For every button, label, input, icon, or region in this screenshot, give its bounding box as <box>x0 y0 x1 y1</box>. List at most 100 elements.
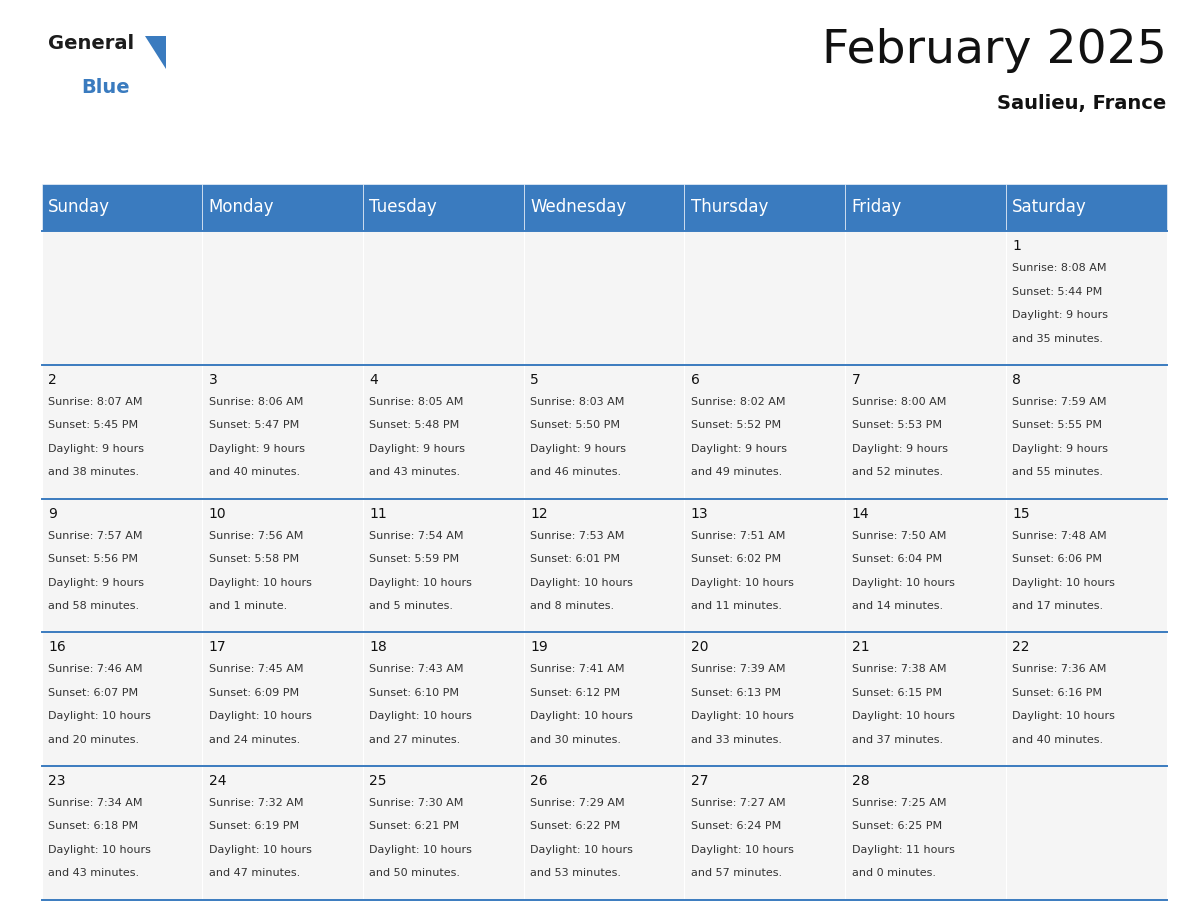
Text: 11: 11 <box>369 507 387 521</box>
Text: Sunrise: 7:57 AM: Sunrise: 7:57 AM <box>48 531 143 541</box>
Text: Sunset: 5:56 PM: Sunset: 5:56 PM <box>48 554 138 565</box>
Text: 27: 27 <box>691 774 708 788</box>
Text: General: General <box>48 34 133 53</box>
Text: and 35 minutes.: and 35 minutes. <box>1012 333 1104 343</box>
Text: and 53 minutes.: and 53 minutes. <box>530 868 621 879</box>
Text: and 14 minutes.: and 14 minutes. <box>852 601 943 610</box>
Text: Daylight: 10 hours: Daylight: 10 hours <box>369 577 473 588</box>
Text: Sunset: 6:02 PM: Sunset: 6:02 PM <box>691 554 781 565</box>
Text: Daylight: 9 hours: Daylight: 9 hours <box>369 444 466 453</box>
Text: and 58 minutes.: and 58 minutes. <box>48 601 139 610</box>
Text: and 57 minutes.: and 57 minutes. <box>691 868 782 879</box>
Text: Saulieu, France: Saulieu, France <box>998 94 1167 113</box>
Text: 1: 1 <box>1012 240 1022 253</box>
Text: Daylight: 11 hours: Daylight: 11 hours <box>852 845 954 855</box>
Text: Sunset: 6:18 PM: Sunset: 6:18 PM <box>48 822 138 832</box>
Text: and 27 minutes.: and 27 minutes. <box>369 734 461 744</box>
Text: and 30 minutes.: and 30 minutes. <box>530 734 621 744</box>
Text: Sunrise: 8:02 AM: Sunrise: 8:02 AM <box>691 397 785 407</box>
Text: Sunrise: 7:25 AM: Sunrise: 7:25 AM <box>852 798 946 808</box>
Text: Daylight: 10 hours: Daylight: 10 hours <box>369 845 473 855</box>
Text: Sunset: 6:07 PM: Sunset: 6:07 PM <box>48 688 138 698</box>
Text: 19: 19 <box>530 641 548 655</box>
Text: 18: 18 <box>369 641 387 655</box>
Text: Wednesday: Wednesday <box>530 198 626 217</box>
Text: Sunday: Sunday <box>48 198 110 217</box>
Text: Daylight: 10 hours: Daylight: 10 hours <box>1012 711 1116 722</box>
Text: Sunset: 5:47 PM: Sunset: 5:47 PM <box>209 420 299 431</box>
Text: Sunrise: 7:38 AM: Sunrise: 7:38 AM <box>852 665 946 675</box>
Text: and 1 minute.: and 1 minute. <box>209 601 287 610</box>
Text: Daylight: 10 hours: Daylight: 10 hours <box>691 711 794 722</box>
Text: 7: 7 <box>852 373 860 387</box>
Text: Sunset: 5:50 PM: Sunset: 5:50 PM <box>530 420 620 431</box>
Text: and 38 minutes.: and 38 minutes. <box>48 467 139 477</box>
Text: and 43 minutes.: and 43 minutes. <box>369 467 461 477</box>
Text: 5: 5 <box>530 373 539 387</box>
Text: Daylight: 10 hours: Daylight: 10 hours <box>530 577 633 588</box>
Text: Daylight: 9 hours: Daylight: 9 hours <box>852 444 948 453</box>
Text: and 24 minutes.: and 24 minutes. <box>209 734 301 744</box>
Text: Sunset: 6:04 PM: Sunset: 6:04 PM <box>852 554 942 565</box>
Text: Sunrise: 7:36 AM: Sunrise: 7:36 AM <box>1012 665 1107 675</box>
Text: Sunset: 5:59 PM: Sunset: 5:59 PM <box>369 554 460 565</box>
Text: Daylight: 9 hours: Daylight: 9 hours <box>1012 310 1108 320</box>
Text: Sunrise: 7:29 AM: Sunrise: 7:29 AM <box>530 798 625 808</box>
Text: 10: 10 <box>209 507 227 521</box>
Text: Sunset: 5:55 PM: Sunset: 5:55 PM <box>1012 420 1102 431</box>
Text: Sunset: 6:12 PM: Sunset: 6:12 PM <box>530 688 620 698</box>
Text: Sunset: 6:06 PM: Sunset: 6:06 PM <box>1012 554 1102 565</box>
Text: Sunrise: 7:45 AM: Sunrise: 7:45 AM <box>209 665 303 675</box>
Text: Daylight: 9 hours: Daylight: 9 hours <box>48 577 144 588</box>
Text: Sunset: 6:09 PM: Sunset: 6:09 PM <box>209 688 299 698</box>
Text: Sunset: 6:01 PM: Sunset: 6:01 PM <box>530 554 620 565</box>
Text: 21: 21 <box>852 641 870 655</box>
Text: Sunrise: 7:41 AM: Sunrise: 7:41 AM <box>530 665 625 675</box>
Text: Daylight: 10 hours: Daylight: 10 hours <box>48 711 151 722</box>
Text: Sunrise: 7:54 AM: Sunrise: 7:54 AM <box>369 531 465 541</box>
Text: and 55 minutes.: and 55 minutes. <box>1012 467 1104 477</box>
Text: and 5 minutes.: and 5 minutes. <box>369 601 454 610</box>
Text: Sunrise: 7:59 AM: Sunrise: 7:59 AM <box>1012 397 1107 407</box>
Text: 4: 4 <box>369 373 378 387</box>
Text: Sunset: 6:16 PM: Sunset: 6:16 PM <box>1012 688 1102 698</box>
Text: Sunrise: 7:27 AM: Sunrise: 7:27 AM <box>691 798 785 808</box>
Text: 14: 14 <box>852 507 870 521</box>
Text: Daylight: 10 hours: Daylight: 10 hours <box>530 711 633 722</box>
Text: Daylight: 10 hours: Daylight: 10 hours <box>209 711 311 722</box>
Text: 12: 12 <box>530 507 548 521</box>
Text: and 47 minutes.: and 47 minutes. <box>209 868 301 879</box>
Text: 22: 22 <box>1012 641 1030 655</box>
Text: 24: 24 <box>209 774 226 788</box>
Text: Sunset: 5:44 PM: Sunset: 5:44 PM <box>1012 286 1102 297</box>
Text: Daylight: 10 hours: Daylight: 10 hours <box>691 577 794 588</box>
Text: and 11 minutes.: and 11 minutes. <box>691 601 782 610</box>
Text: Daylight: 10 hours: Daylight: 10 hours <box>209 577 311 588</box>
Text: Daylight: 9 hours: Daylight: 9 hours <box>530 444 626 453</box>
Text: Daylight: 10 hours: Daylight: 10 hours <box>852 711 954 722</box>
Text: Sunset: 5:58 PM: Sunset: 5:58 PM <box>209 554 299 565</box>
Text: 25: 25 <box>369 774 387 788</box>
Text: February 2025: February 2025 <box>822 28 1167 73</box>
Text: and 37 minutes.: and 37 minutes. <box>852 734 943 744</box>
Text: Daylight: 10 hours: Daylight: 10 hours <box>1012 577 1116 588</box>
Text: Sunset: 6:22 PM: Sunset: 6:22 PM <box>530 822 620 832</box>
Text: Sunset: 6:15 PM: Sunset: 6:15 PM <box>852 688 942 698</box>
Text: Friday: Friday <box>852 198 902 217</box>
Text: Sunrise: 8:06 AM: Sunrise: 8:06 AM <box>209 397 303 407</box>
Text: Blue: Blue <box>81 78 129 97</box>
Text: Sunset: 5:52 PM: Sunset: 5:52 PM <box>691 420 781 431</box>
Text: 15: 15 <box>1012 507 1030 521</box>
Text: Thursday: Thursday <box>691 198 769 217</box>
Text: Sunrise: 7:53 AM: Sunrise: 7:53 AM <box>530 531 625 541</box>
Text: Sunset: 5:45 PM: Sunset: 5:45 PM <box>48 420 138 431</box>
Text: Sunrise: 7:51 AM: Sunrise: 7:51 AM <box>691 531 785 541</box>
Text: 16: 16 <box>48 641 65 655</box>
Text: Sunrise: 7:34 AM: Sunrise: 7:34 AM <box>48 798 143 808</box>
Text: Sunset: 6:25 PM: Sunset: 6:25 PM <box>852 822 942 832</box>
Text: Sunrise: 8:08 AM: Sunrise: 8:08 AM <box>1012 263 1107 274</box>
Text: Sunrise: 8:07 AM: Sunrise: 8:07 AM <box>48 397 143 407</box>
Text: Daylight: 10 hours: Daylight: 10 hours <box>691 845 794 855</box>
Text: and 8 minutes.: and 8 minutes. <box>530 601 614 610</box>
Text: Sunrise: 7:43 AM: Sunrise: 7:43 AM <box>369 665 465 675</box>
